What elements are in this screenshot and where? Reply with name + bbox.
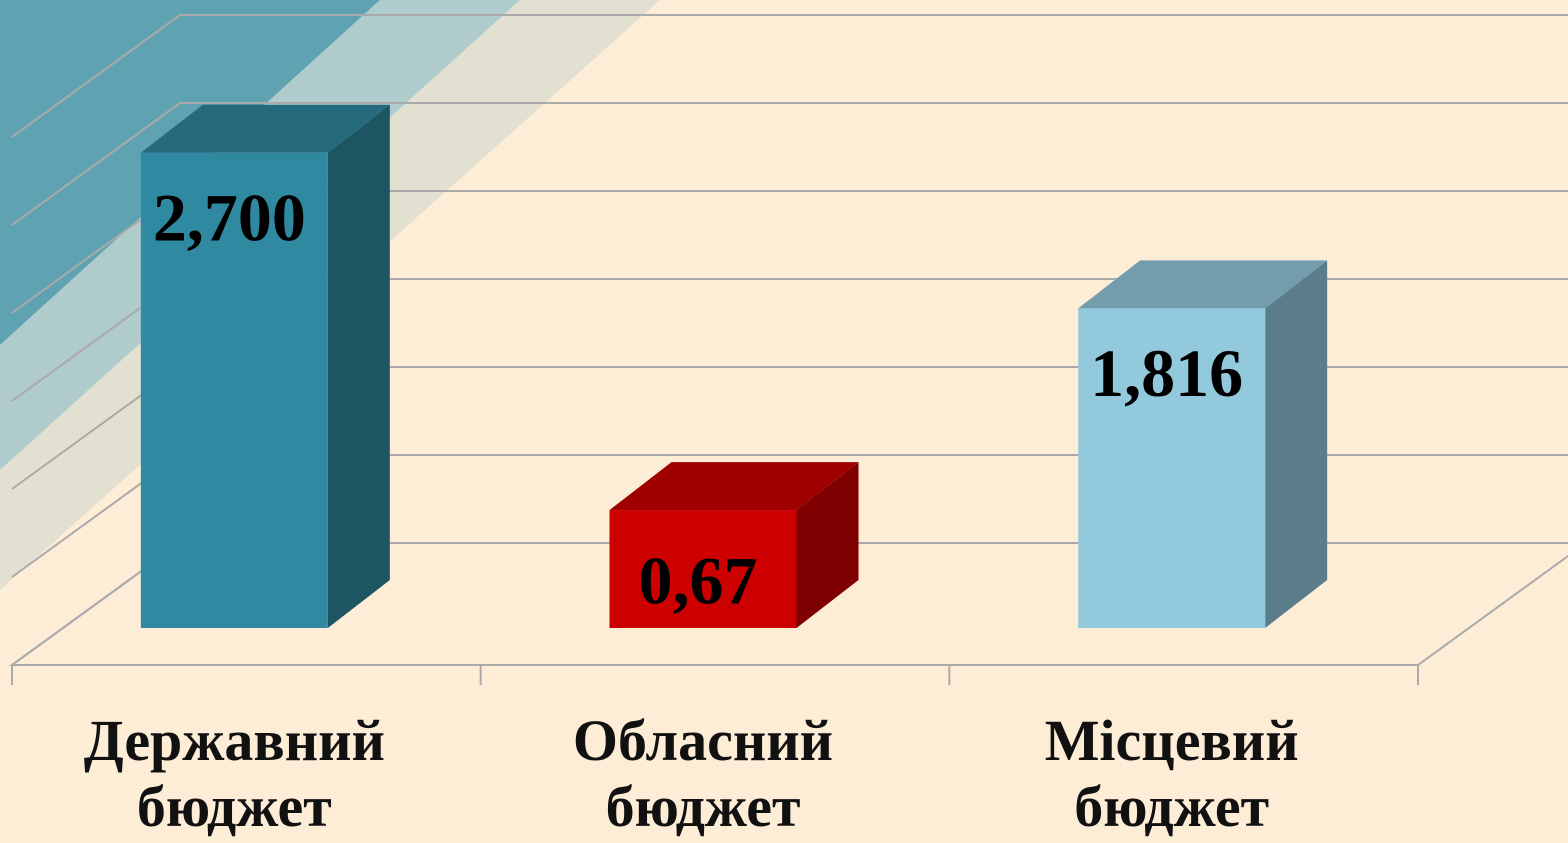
bar-side: [796, 462, 859, 628]
data-label: 1,816: [1090, 335, 1243, 411]
x-tick-label: Обласний бюджет: [572, 708, 834, 839]
bar: [140, 152, 328, 629]
bar: [1078, 308, 1266, 628]
data-label: 0,67: [639, 543, 758, 619]
bar-top: [1078, 260, 1328, 309]
grid-line: [11, 102, 1568, 226]
bar-side: [1265, 260, 1328, 628]
bar-side: [327, 104, 390, 629]
grid-line: [11, 14, 1568, 138]
data-label: 2,700: [153, 179, 306, 255]
x-tick-label: Місцевий бюджет: [1044, 708, 1299, 839]
bar: [609, 510, 797, 628]
bar-top: [609, 462, 859, 511]
bar-top: [140, 104, 390, 153]
x-tick-label: Державний бюджет: [83, 708, 385, 839]
